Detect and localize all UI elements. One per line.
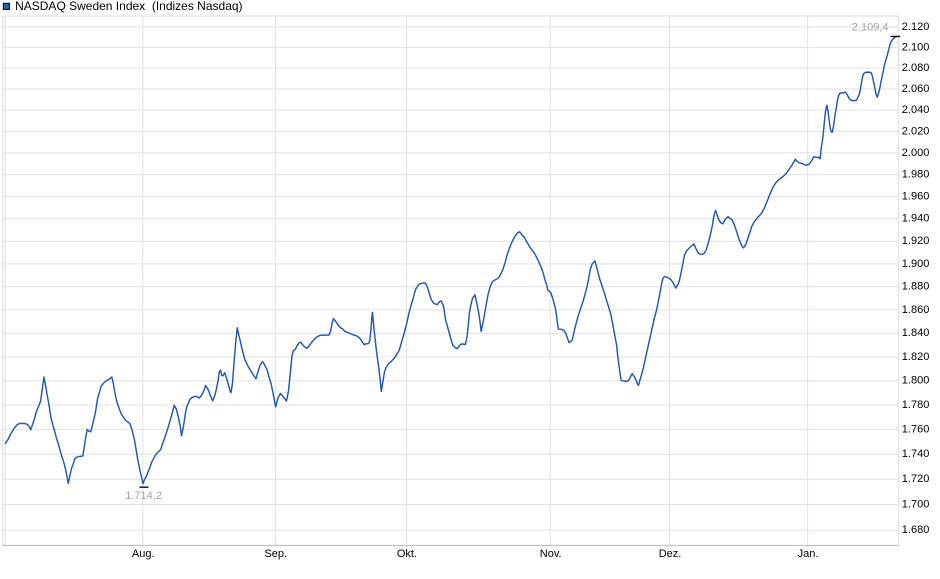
svg-text:1.720: 1.720	[902, 473, 930, 485]
svg-text:1.880: 1.880	[902, 281, 930, 293]
svg-text:1.980: 1.980	[902, 169, 930, 181]
svg-text:Aug.: Aug.	[132, 548, 155, 560]
svg-text:2.060: 2.060	[902, 83, 930, 95]
svg-text:1.860: 1.860	[902, 304, 930, 316]
svg-text:1.920: 1.920	[902, 235, 930, 247]
svg-text:Dez.: Dez.	[659, 548, 682, 560]
svg-text:1.760: 1.760	[902, 423, 930, 435]
svg-text:1.820: 1.820	[902, 351, 930, 363]
svg-text:1.700: 1.700	[902, 498, 930, 510]
svg-text:2.109,4: 2.109,4	[852, 21, 889, 33]
svg-text:2.100: 2.100	[902, 41, 930, 53]
svg-text:1.900: 1.900	[902, 258, 930, 270]
svg-text:1.680: 1.680	[902, 524, 930, 536]
svg-text:Nov.: Nov.	[540, 548, 562, 560]
svg-text:1.780: 1.780	[902, 399, 930, 411]
svg-text:Jan.: Jan.	[798, 548, 819, 560]
svg-text:1.740: 1.740	[902, 448, 930, 460]
svg-text:NASDAQ Sweden Index (Indizes: NASDAQ Sweden Index (Indizes Nasdaq)	[15, 0, 242, 13]
svg-text:1.714,2: 1.714,2	[125, 490, 162, 502]
svg-text:1.960: 1.960	[902, 191, 930, 203]
svg-text:1.840: 1.840	[902, 327, 930, 339]
svg-text:2.040: 2.040	[902, 104, 930, 116]
svg-text:Sep.: Sep.	[264, 548, 287, 560]
svg-text:2.080: 2.080	[902, 62, 930, 74]
svg-text:2.000: 2.000	[902, 147, 930, 159]
svg-text:2.120: 2.120	[902, 21, 930, 33]
svg-text:1.940: 1.940	[902, 213, 930, 225]
svg-text:Okt.: Okt.	[397, 548, 417, 560]
svg-text:2.020: 2.020	[902, 125, 930, 137]
svg-text:1.800: 1.800	[902, 375, 930, 387]
